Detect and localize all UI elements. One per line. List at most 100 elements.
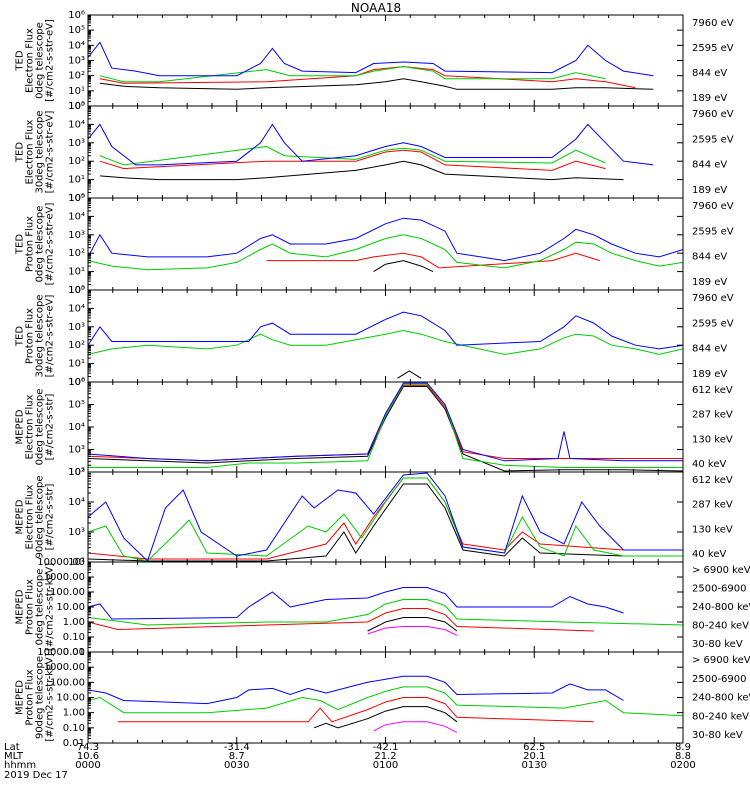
panel-1: 10⁰ 10¹ 10² 10³ 10⁴ 10⁵ 10⁶ TED Electron Flux 0de… bbox=[15, 10, 734, 112]
legend-entry: 30-80 keV bbox=[692, 639, 743, 650]
x-tick-hhmm: 0000 bbox=[75, 760, 100, 771]
y-axis-label: TED bbox=[15, 142, 26, 163]
series-line-green-p5 bbox=[88, 383, 683, 468]
y-tick-label: 100.00 bbox=[50, 587, 85, 598]
y-axis-label: [#/cm2-s-str] bbox=[45, 393, 56, 460]
legend-entry: 30-80 keV bbox=[692, 730, 743, 741]
y-axis-label: MEPED bbox=[15, 680, 26, 715]
panel-2: 10⁰ 10¹ 10² 10³ 10⁴ 10⁵ TED Electron Flux 30deg … bbox=[15, 101, 734, 204]
series-line-blue-p3 bbox=[87, 217, 684, 262]
y-tick-label: 10⁰ bbox=[68, 101, 85, 112]
series-line-blue-p6 bbox=[87, 472, 683, 562]
series-line-red-p5 bbox=[87, 384, 683, 462]
legend-entry: > 6900 keV bbox=[692, 565, 750, 576]
y-tick-label: 1000.00 bbox=[44, 572, 85, 583]
y-axis-label: Proton Flux bbox=[25, 216, 36, 272]
y-axis-label: 0deg telescope bbox=[35, 22, 46, 99]
legend-entry: 844 eV bbox=[692, 68, 727, 79]
y-tick-label: 10² bbox=[68, 557, 85, 568]
x-tick-mlt: 10.6 bbox=[77, 751, 99, 762]
legend-entry: 287 keV bbox=[692, 410, 733, 421]
x-tick-mlt: 8.8 bbox=[675, 751, 691, 762]
series-line-black-p1 bbox=[99, 78, 654, 90]
legend-entry: 40 keV bbox=[692, 459, 726, 470]
panel-8: 0.01 0.10 1.00 10.00 100.00 1000.00 10000.00 ME… bbox=[15, 647, 750, 749]
y-tick-label: 10⁵ bbox=[68, 400, 85, 411]
legend-entry: 2595 eV bbox=[692, 318, 734, 329]
y-tick-label: 10¹ bbox=[68, 175, 85, 186]
y-tick-label: 0.01 bbox=[63, 738, 85, 749]
panel-6: 10² 10³ 10⁴ 10⁵ MEPED Electron Flux 90deg tele… bbox=[15, 467, 733, 568]
series-line-green-p4 bbox=[87, 329, 684, 355]
panel-frame bbox=[87, 651, 684, 744]
y-tick-label: 10⁴ bbox=[68, 40, 85, 51]
x-tick-mlt: 8.7 bbox=[229, 751, 245, 762]
legend-entry: 80-240 keV bbox=[692, 711, 749, 722]
series-line-black-p6 bbox=[87, 483, 683, 562]
y-tick-label: 10⁰ bbox=[68, 377, 85, 388]
y-tick-label: 10² bbox=[68, 248, 85, 259]
y-axis-label: Proton Flux bbox=[25, 669, 36, 725]
y-axis-label: MEPED bbox=[15, 589, 26, 624]
y-tick-label: 10⁵ bbox=[68, 193, 85, 204]
series-line-red-p7 bbox=[87, 608, 594, 632]
chart-title: NOAA18 bbox=[351, 1, 401, 15]
y-axis-label: [#/cm2-s-str-eV] bbox=[45, 111, 56, 194]
y-tick-label: 10¹ bbox=[68, 267, 85, 278]
y-axis-label: Electron Flux bbox=[25, 394, 36, 459]
legend-entry: 844 eV bbox=[692, 252, 727, 263]
y-axis-label: 30deg telescope bbox=[35, 110, 46, 193]
y-tick-label: 10³ bbox=[68, 322, 85, 333]
y-tick-label: 10⁰ bbox=[68, 285, 85, 296]
series-line-green-p7 bbox=[87, 599, 684, 626]
y-tick-label: 10⁴ bbox=[68, 119, 85, 130]
legend-entry: 130 keV bbox=[692, 524, 733, 535]
series-line-green-p3 bbox=[87, 234, 684, 271]
y-tick-label: 10³ bbox=[68, 138, 85, 149]
y-tick-label: 0.01 bbox=[63, 647, 85, 658]
y-tick-label: 10⁴ bbox=[68, 303, 85, 314]
y-axis-label: 30deg telescope bbox=[35, 294, 46, 377]
y-axis-label: Proton Flux bbox=[25, 579, 36, 635]
y-axis-label: 0deg telescope bbox=[35, 389, 46, 466]
series-line-black-p8 bbox=[313, 706, 458, 729]
y-axis-label: Electron Flux bbox=[25, 28, 36, 93]
y-axis-label: Proton Flux bbox=[25, 308, 36, 364]
legend-entry: 2500-6900 bbox=[692, 674, 747, 685]
y-tick-label: 0.10 bbox=[63, 632, 85, 643]
panel-frame bbox=[87, 14, 684, 107]
panel-frame bbox=[87, 471, 684, 563]
y-tick-label: 10⁴ bbox=[68, 422, 85, 433]
legend-entry: 7960 eV bbox=[692, 293, 734, 304]
x-row-label: MLT bbox=[4, 751, 24, 762]
legend-entry: 612 keV bbox=[692, 475, 733, 486]
y-tick-label: 10³ bbox=[68, 56, 85, 67]
series-line-black-p3 bbox=[373, 260, 434, 273]
legend-entry: 2595 eV bbox=[692, 43, 734, 54]
y-tick-label: 10² bbox=[68, 156, 85, 167]
series-line-red-p8 bbox=[117, 697, 594, 723]
y-tick-label: 10.00 bbox=[56, 693, 85, 704]
y-axis-label: [#/cm2-s-str] bbox=[45, 483, 56, 550]
y-axis-label: [#/cm2-s-str-keV] bbox=[45, 563, 56, 651]
legend-entry: 189 eV bbox=[692, 277, 727, 288]
panel-frame bbox=[87, 561, 684, 653]
legend-entry: 130 keV bbox=[692, 434, 733, 445]
x-axis-footer: LatMLThhmm74.310.60000-31.48.70030-42.12… bbox=[4, 742, 696, 781]
x-tick-lat: 74.3 bbox=[77, 742, 99, 753]
series-line-blue-p5 bbox=[87, 382, 683, 462]
series-line-blue-p7 bbox=[87, 587, 624, 620]
y-axis-label: MEPED bbox=[15, 409, 26, 444]
legend-entry: 189 eV bbox=[692, 185, 727, 196]
y-axis-label: 0deg telescope bbox=[35, 569, 46, 646]
x-tick-mlt: 21.2 bbox=[374, 751, 396, 762]
x-tick-hhmm: 0130 bbox=[522, 760, 547, 771]
series-line-red-p3 bbox=[266, 252, 600, 269]
series-line-green-p1 bbox=[99, 66, 606, 83]
y-axis-label: [#/cm2-s-str-eV] bbox=[45, 295, 56, 378]
panel-5: 10² 10³ 10⁴ 10⁵ 10⁶ MEPED Electron Flux 0deg te… bbox=[15, 377, 733, 478]
y-tick-label: 1.00 bbox=[63, 708, 85, 719]
